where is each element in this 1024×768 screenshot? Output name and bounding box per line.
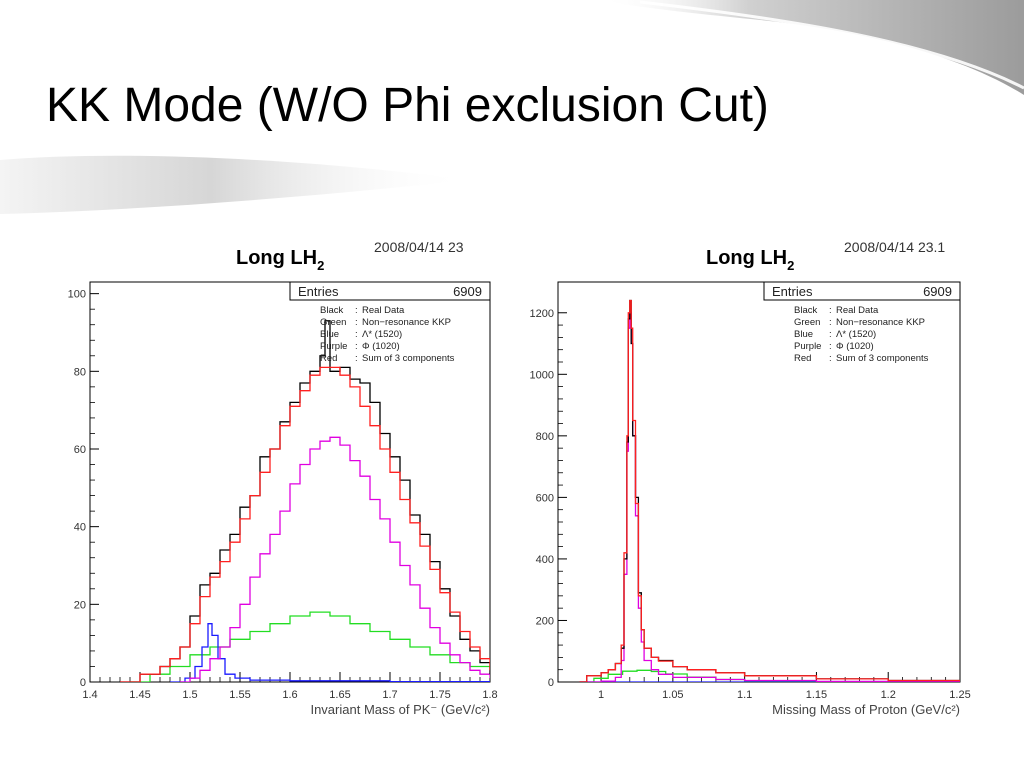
- legend-colon: :: [829, 317, 832, 328]
- x-tick-label: 1.65: [329, 689, 350, 701]
- legend-colon: :: [829, 329, 832, 340]
- legend-color-name: Red: [794, 353, 811, 364]
- series-line: [170, 623, 490, 682]
- chart-title-subscript: 2: [787, 258, 794, 273]
- series-line: [180, 436, 490, 682]
- x-tick-label: 1.15: [806, 689, 827, 701]
- entries-value: 6909: [453, 284, 482, 299]
- slide-decoration: [0, 0, 1024, 214]
- legend-desc: Sum of 3 components: [836, 353, 929, 364]
- x-axis-label: Missing Mass of Proton (GeV/c²): [772, 702, 960, 717]
- legend-desc: Non−resonance KKP: [362, 317, 451, 328]
- y-tick-label: 0: [548, 677, 554, 689]
- y-tick-label: 600: [536, 492, 554, 504]
- x-tick-label: 1.25: [949, 689, 970, 701]
- plot-invariant-mass: Long LH2 2008/04/14 23 0 20 40 60 80 100 1.4 1.45…: [8, 228, 508, 728]
- x-tick-label: 1.55: [229, 689, 250, 701]
- entries-label: Entries: [298, 284, 339, 299]
- y-tick-label: 40: [74, 522, 86, 534]
- legend-color-name: Blue: [320, 329, 339, 340]
- plot-missing-mass: Long LH2 2008/04/14 23.1 0 200 400 600 800 1000…: [514, 228, 1014, 728]
- legend-color-name: Black: [320, 305, 343, 316]
- x-tick-label: 1.5: [182, 689, 197, 701]
- legend-colon: :: [355, 329, 358, 340]
- legend-color-name: Purple: [320, 341, 347, 352]
- series-line: [120, 366, 490, 682]
- legend-colon: :: [829, 341, 832, 352]
- legend-colon: :: [355, 341, 358, 352]
- legend-color-name: Black: [794, 305, 817, 316]
- legend-desc: Φ (1020): [362, 341, 400, 352]
- chart-title: Long LH2: [706, 247, 794, 273]
- x-tick-label: 1.2: [881, 689, 896, 701]
- chart-invariant-mass: Long LH2 2008/04/14 23 0 20 40 60 80 100 1.4 1.45…: [68, 239, 498, 717]
- legend-colon: :: [355, 305, 358, 316]
- x-tick-label: 1.45: [129, 689, 150, 701]
- series-line: [579, 299, 960, 682]
- entries-label: Entries: [772, 284, 813, 299]
- legend-colon: :: [355, 353, 358, 364]
- legend-color-name: Red: [320, 353, 337, 364]
- legend-color-name: Blue: [794, 329, 813, 340]
- y-tick-label: 400: [536, 554, 554, 566]
- top-right-swoosh: [600, 0, 1024, 95]
- y-tick-label: 20: [74, 599, 86, 611]
- x-tick-label: 1.05: [662, 689, 683, 701]
- legend-desc: Real Data: [836, 305, 879, 316]
- legend-desc: Λ* (1520): [836, 329, 876, 340]
- x-tick-label: 1.75: [429, 689, 450, 701]
- legend-desc: Φ (1020): [836, 341, 874, 352]
- y-tick-label: 100: [68, 289, 86, 301]
- y-tick-label: 1000: [530, 369, 554, 381]
- legend-desc: Non−resonance KKP: [836, 317, 925, 328]
- chart-date: 2008/04/14 23: [374, 239, 464, 255]
- legend-colon: :: [355, 317, 358, 328]
- legend-colon: :: [829, 353, 832, 364]
- y-tick-label: 80: [74, 366, 86, 378]
- y-tick-label: 800: [536, 431, 554, 443]
- y-tick-label: 1200: [530, 308, 554, 320]
- y-tick-label: 200: [536, 615, 554, 627]
- chart-title: Long LH2: [236, 247, 324, 273]
- x-axis-label: Invariant Mass of PK⁻ (GeV/c²): [310, 702, 490, 717]
- legend-color-name: Green: [320, 317, 346, 328]
- x-tick-label: 1.4: [82, 689, 97, 701]
- slide-title: KK Mode (W/O Phi exclusion Cut): [46, 79, 769, 132]
- legend-colon: :: [829, 305, 832, 316]
- entries-value: 6909: [923, 284, 952, 299]
- entries-box: [763, 281, 961, 301]
- x-tick-label: 1.1: [737, 689, 752, 701]
- series-line: [130, 611, 490, 682]
- top-right-swoosh-line: [639, 0, 1024, 90]
- x-tick-label: 1.8: [482, 689, 497, 701]
- entries-box: [289, 281, 491, 301]
- x-tick-label: 1.6: [282, 689, 297, 701]
- legend-desc: Real Data: [362, 305, 405, 316]
- left-swoosh: [0, 155, 470, 214]
- chart-date: 2008/04/14 23.1: [844, 239, 945, 255]
- legend-color-name: Purple: [794, 341, 821, 352]
- y-tick-label: 60: [74, 444, 86, 456]
- plot-frame: [557, 281, 961, 683]
- x-tick-label: 1.7: [382, 689, 397, 701]
- y-tick-label: 0: [80, 677, 86, 689]
- legend-color-name: Green: [794, 317, 820, 328]
- series-line: [579, 312, 960, 682]
- legend-desc: Λ* (1520): [362, 329, 402, 340]
- x-tick-label: 1: [598, 689, 604, 701]
- chart-title-subscript: 2: [317, 258, 324, 273]
- legend-desc: Sum of 3 components: [362, 353, 455, 364]
- chart-missing-mass: Long LH2 2008/04/14 23.1 0 200 400 600 800 1000…: [530, 239, 971, 717]
